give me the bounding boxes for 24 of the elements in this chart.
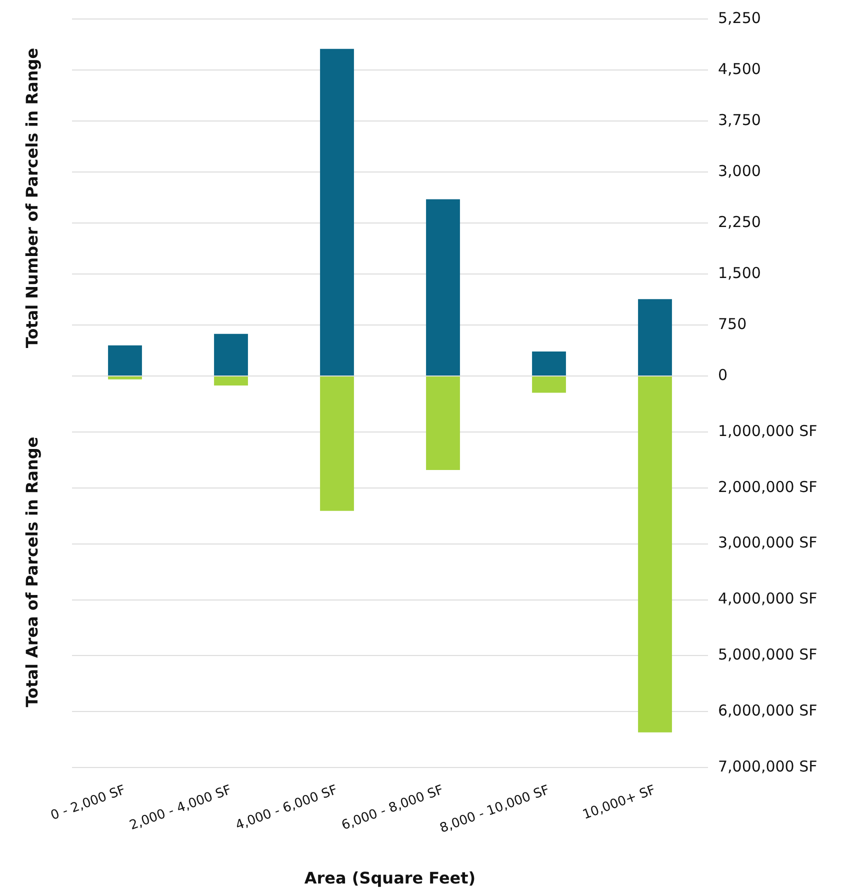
y-tick-label: 3,000,000 SF	[718, 534, 818, 552]
y-tick-label: 750	[718, 314, 747, 333]
x-tick-label: 0 - 2,000 SF	[48, 782, 128, 824]
y-tick-label: 7,000,000 SF	[718, 758, 818, 776]
y-tick-label: 6,000,000 SF	[718, 702, 818, 720]
y-tick-label: 3,750	[718, 110, 761, 129]
y-tick-label: 3,000	[718, 162, 761, 180]
x-tick-label: 4,000 - 6,000 SF	[234, 782, 340, 834]
y-tick-label: 5,000,000 SF	[718, 646, 818, 664]
y-tick-label: 2,250	[718, 212, 761, 231]
y-tick-label: 5,250	[718, 8, 761, 27]
y-tick-label: 1,000,000 SF	[718, 422, 818, 440]
y-tick-label: 1,500	[718, 264, 761, 282]
y-tick-label: 4,500	[718, 60, 761, 78]
x-axis-title: Area (Square Feet)	[304, 868, 476, 888]
bar	[108, 376, 142, 380]
x-tick-label: 2,000 - 4,000 SF	[128, 782, 234, 834]
y-tick-label: 2,000,000 SF	[718, 478, 818, 496]
y-tick-label: 0	[718, 366, 728, 384]
y-tick-label: 4,000,000 SF	[718, 590, 818, 608]
y-axis-title: Total Area of Parcels in Range	[22, 436, 42, 708]
y-axis-title: Total Number of Parcels in Range	[22, 47, 42, 348]
bar	[638, 299, 672, 376]
bar	[214, 376, 248, 386]
